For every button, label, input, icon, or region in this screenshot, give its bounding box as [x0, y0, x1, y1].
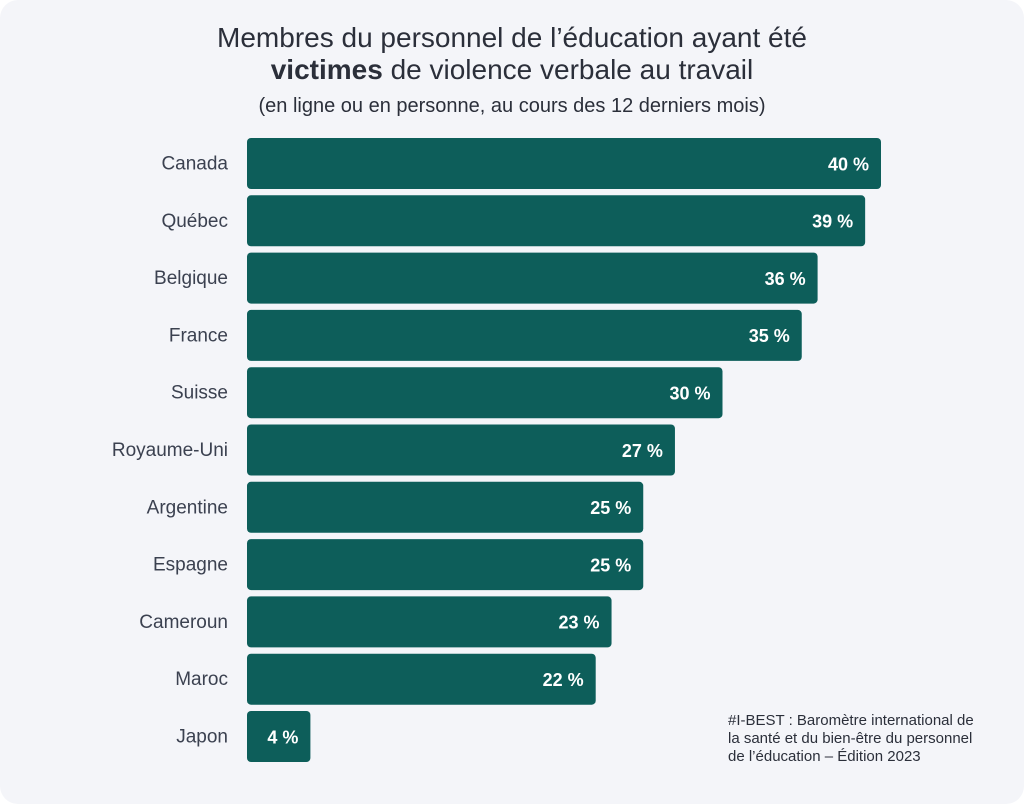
value-label-belgique: 36 % — [765, 269, 806, 289]
category-label-cameroun: Cameroun — [139, 612, 228, 633]
chart-title: Membres du personnel de l’éducation ayan… — [0, 22, 1024, 86]
source-line-2: la santé et du bien-être du personnel — [728, 730, 973, 747]
value-label-canada: 40 % — [828, 154, 869, 174]
value-label-france: 35 % — [749, 326, 790, 346]
chart-subtitle: (en ligne ou en personne, au cours des 1… — [258, 95, 766, 117]
value-label-suisse: 30 % — [669, 383, 710, 403]
value-label-quebec: 39 % — [812, 212, 853, 232]
title-line-2: victimes de violence verbale au travail — [0, 54, 1024, 86]
category-label-quebec: Québec — [161, 211, 228, 232]
value-label-royaume-uni: 27 % — [622, 441, 663, 461]
title-line-2-rest: de violence verbale au travail — [382, 54, 754, 85]
bar-belgique — [247, 252, 818, 304]
category-label-royaume-uni: Royaume-Uni — [112, 440, 228, 461]
category-label-france: France — [169, 325, 228, 346]
category-label-maroc: Maroc — [175, 669, 228, 690]
bar-japon — [247, 711, 311, 762]
title-emphasis: victimes — [270, 54, 383, 85]
category-label-espagne: Espagne — [153, 555, 228, 576]
title-line-1: Membres du personnel de l’éducation ayan… — [217, 22, 807, 53]
bar-espagne — [247, 539, 644, 591]
bar-quebec — [247, 195, 866, 247]
source-line-3: de l’éducation – Édition 2023 — [728, 748, 921, 765]
bar-royaume-uni — [247, 424, 675, 476]
bar-maroc — [247, 653, 596, 705]
source-line-1: #I-BEST : Baromètre international de — [728, 712, 974, 729]
bar-suisse — [247, 367, 723, 419]
bar-canada — [247, 138, 881, 189]
category-label-japon: Japon — [176, 727, 228, 748]
source-note: #I-BEST : Baromètre international de la … — [728, 712, 1008, 766]
category-label-argentine: Argentine — [147, 497, 228, 518]
value-label-japon: 4 % — [267, 727, 298, 747]
value-label-cameroun: 23 % — [559, 613, 600, 633]
value-label-argentine: 25 % — [590, 498, 631, 518]
bar-cameroun — [247, 596, 612, 648]
category-label-canada: Canada — [161, 154, 228, 175]
category-label-belgique: Belgique — [154, 268, 228, 289]
bar-argentine — [247, 481, 644, 533]
value-label-maroc: 22 % — [543, 670, 584, 690]
bar-france — [247, 309, 802, 361]
category-label-suisse: Suisse — [171, 383, 228, 404]
value-label-espagne: 25 % — [590, 555, 631, 575]
